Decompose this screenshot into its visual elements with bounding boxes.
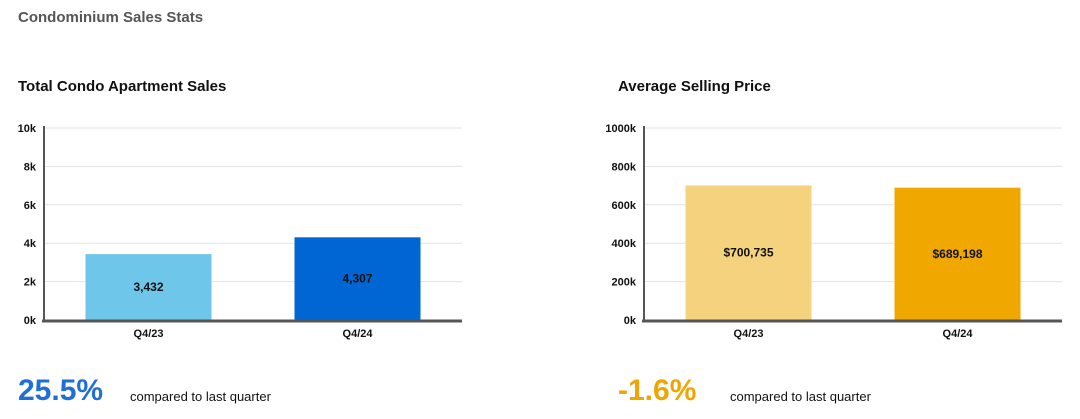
- price-x-tick-label: Q4/23: [734, 328, 764, 340]
- price-y-tick-label: 1000k: [605, 123, 636, 135]
- sales-y-tick-label: 10k: [18, 123, 37, 135]
- sales-y-tick-label: 2k: [24, 277, 37, 289]
- price-panel: Average Selling Price 0k 200k 400k 600k 800k…: [600, 0, 1080, 419]
- sales-chart-title: Total Condo Apartment Sales: [18, 78, 227, 95]
- price-y-tick-label: 400k: [612, 238, 637, 250]
- sales-y-tick-label: 8k: [24, 161, 37, 173]
- sales-change-caption: compared to last quarter: [130, 389, 271, 404]
- sales-bar-value-label: 3,432: [133, 280, 163, 294]
- price-bar-value-label: $689,198: [932, 247, 982, 261]
- sales-bar-q4-23: [85, 254, 212, 320]
- sales-y-tick-label: 4k: [24, 238, 37, 250]
- price-x-tick-label: Q4/24: [943, 328, 974, 340]
- price-change-value: -1.6%: [618, 374, 697, 407]
- price-change-caption: compared to last quarter: [730, 389, 871, 404]
- price-y-tick-label: 0k: [624, 315, 637, 327]
- sales-bar-chart: 0k 2k 4k 6k 8k 10k 3,432 Q4/23 4,307 Q4/24: [18, 123, 462, 340]
- price-bar-value-label: $700,735: [723, 246, 773, 260]
- price-y-tick-label: 600k: [612, 200, 637, 212]
- sales-x-tick-label: Q4/24: [343, 328, 374, 340]
- price-y-tick-label: 200k: [612, 277, 637, 289]
- sales-y-tick-label: 6k: [24, 200, 37, 212]
- price-bar-q4-23: [685, 185, 812, 320]
- price-bar-chart: 0k 200k 400k 600k 800k 1000k $700,735 Q4/23 $689…: [605, 123, 1062, 340]
- price-y-tick-label: 800k: [612, 161, 637, 173]
- price-bar-q4-24: [894, 187, 1021, 320]
- sales-x-tick-label: Q4/23: [134, 328, 164, 340]
- sales-y-tick-label: 0k: [24, 315, 37, 327]
- price-chart-title: Average Selling Price: [618, 78, 771, 95]
- sales-bar-q4-24: [294, 237, 421, 320]
- sales-bar-value-label: 4,307: [342, 272, 372, 286]
- page-title: Condominium Sales Stats: [18, 9, 204, 26]
- sales-panel: Total Condo Apartment Sales 0k 2k 4k 6k 8k 10…: [0, 0, 480, 419]
- sales-change-value: 25.5%: [18, 374, 104, 407]
